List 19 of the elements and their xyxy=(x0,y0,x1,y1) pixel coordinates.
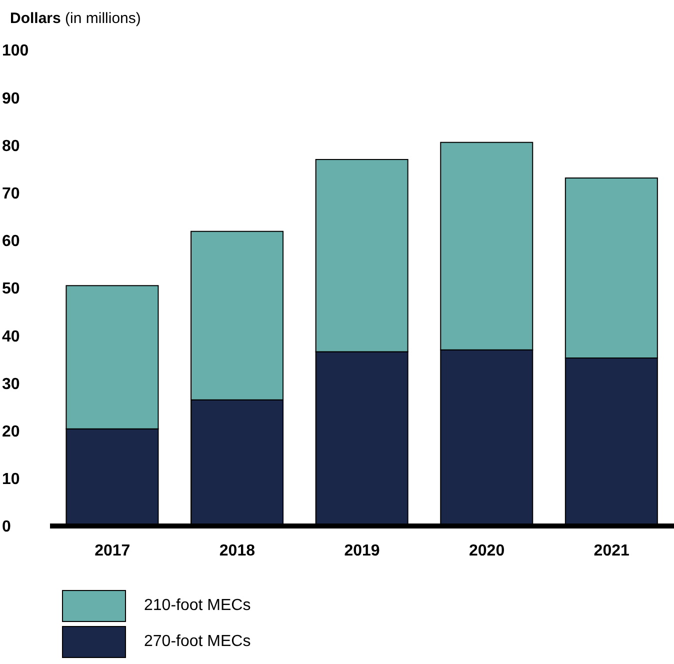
y-axis-title: Dollars (in millions) xyxy=(10,10,141,27)
y-tick-label: 20 xyxy=(2,423,20,440)
y-tick-label: 60 xyxy=(2,233,20,250)
y-tick-label: 10 xyxy=(2,471,20,488)
x-tick-label: 2020 xyxy=(469,542,505,560)
legend-label: 210-foot MECs xyxy=(144,597,251,615)
y-tick-label: 80 xyxy=(2,138,20,155)
x-tick-label: 2019 xyxy=(344,542,380,560)
x-tick-label: 2021 xyxy=(594,542,630,560)
x-tick-label: 2017 xyxy=(94,542,130,560)
y-tick-label: 30 xyxy=(2,376,20,393)
y-tick-label: 50 xyxy=(2,280,20,298)
y-tick-label: 0 xyxy=(2,518,11,536)
y-tick-label: 100 xyxy=(2,42,29,60)
y-tick-label: 70 xyxy=(2,185,20,202)
y-tick-label: 90 xyxy=(2,90,20,108)
x-tick-label: 2018 xyxy=(219,542,256,560)
y-tick-label: 40 xyxy=(2,328,20,346)
legend-label: 270-foot MECs xyxy=(144,633,251,651)
